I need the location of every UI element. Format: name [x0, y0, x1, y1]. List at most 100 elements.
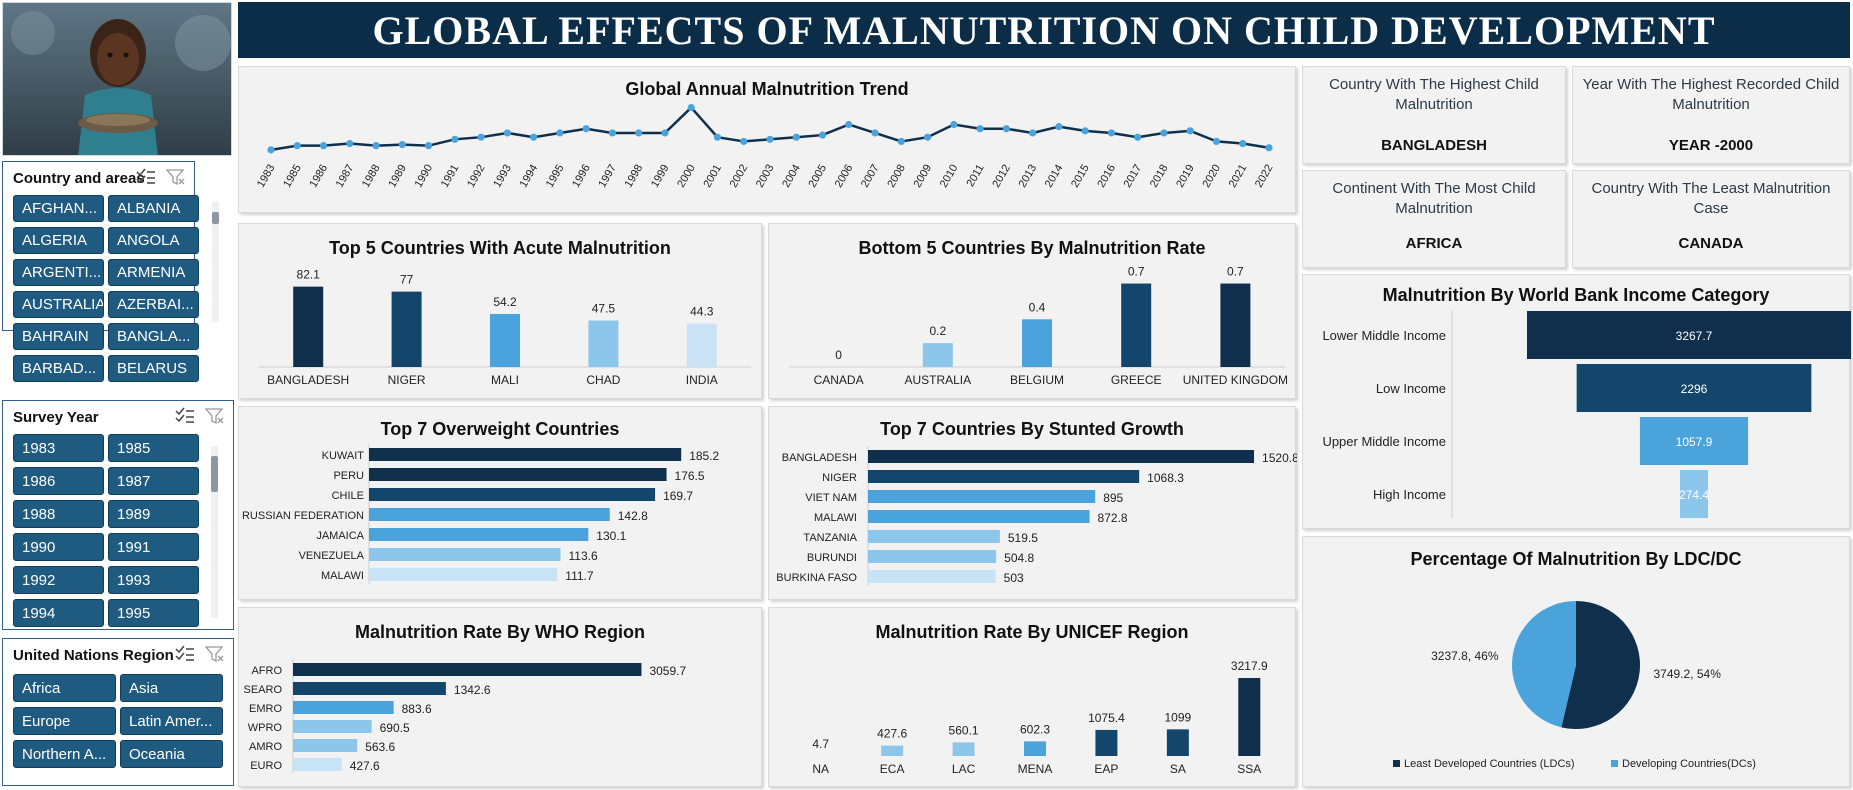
- trend-point: [687, 103, 695, 112]
- slicer-item[interactable]: AZERBAI...: [108, 291, 199, 318]
- slicer-item[interactable]: ALBANIA: [108, 195, 199, 222]
- slicer-item[interactable]: Europe: [13, 707, 116, 735]
- data-label: 47.5: [592, 302, 616, 316]
- slicer-item[interactable]: 1992: [13, 566, 104, 594]
- trend-point: [608, 129, 617, 137]
- slicer-item[interactable]: AUSTRALIA: [13, 291, 104, 318]
- overweight-title: Top 7 Overweight Countries: [380, 419, 620, 439]
- slicer-item[interactable]: 1995: [108, 599, 199, 627]
- trend-tick-label: 1989: [386, 163, 409, 190]
- slicer-item[interactable]: 1993: [108, 566, 199, 594]
- year-slicer-scroll-thumb[interactable]: [211, 456, 218, 492]
- trend-tick-label: 2022: [1253, 163, 1276, 190]
- slicer-item[interactable]: 1991: [108, 533, 199, 561]
- bar: [868, 530, 1000, 543]
- data-label: 0.4: [1029, 300, 1046, 314]
- slicer-item[interactable]: Asia: [120, 674, 223, 702]
- category-label: MALI: [491, 373, 519, 387]
- slicer-item[interactable]: ANGOLA: [108, 227, 199, 254]
- slicer-item[interactable]: 1990: [13, 533, 104, 561]
- income-title: Malnutrition By World Bank Income Catego…: [1382, 285, 1770, 305]
- slicer-item[interactable]: 1987: [108, 467, 199, 495]
- clear-filter-icon[interactable]: [205, 645, 225, 663]
- slicer-item[interactable]: ARMENIA: [108, 259, 199, 286]
- trend-point: [1029, 129, 1037, 137]
- bar: [881, 745, 904, 756]
- slicer-item[interactable]: Latin Amer...: [120, 707, 223, 735]
- data-label: 1099: [1165, 710, 1192, 724]
- who-chart: AFRO 3059.7 SEARO 1342.6 EMRO 883.6 WPRO 690.5 A…: [243, 659, 686, 773]
- trend-tick-label: 1991: [439, 163, 462, 190]
- slicer-item[interactable]: Northern A...: [13, 740, 116, 768]
- trend-tick-label: 2013: [1017, 163, 1040, 190]
- who-title: Malnutrition Rate By WHO Region: [355, 622, 645, 642]
- slicer-item[interactable]: BAHRAIN: [13, 323, 104, 350]
- slicer-item[interactable]: 1988: [13, 500, 104, 528]
- slicer-item[interactable]: 1994: [13, 599, 104, 627]
- bar: [369, 508, 610, 521]
- slicer-item[interactable]: Oceania: [120, 740, 223, 768]
- category-label: SEARO: [243, 684, 282, 696]
- category-label: VENEZUELA: [299, 550, 365, 562]
- slicer-item[interactable]: ARGENTI...: [13, 259, 104, 286]
- data-label: 1057.9: [1676, 435, 1713, 449]
- data-label: 3749.2, 54%: [1653, 667, 1721, 681]
- slicer-item[interactable]: AFGHAN...: [13, 195, 104, 222]
- income-chart: Lower Middle Income 3267.7 Low Income 2296 U…: [1322, 311, 1851, 518]
- slicer-item[interactable]: BELARUS: [108, 355, 199, 382]
- country-slicer-header: Country and areas: [3, 162, 194, 194]
- year-slicer-items: 1983 1985 1986 1987 1988 1989 1990 1991 …: [13, 434, 199, 627]
- ldc-panel: Percentage Of Malnutrition By LDC/DC 374…: [1302, 536, 1850, 787]
- country-slicer-scroll-thumb[interactable]: [212, 212, 219, 224]
- data-label: 130.1: [596, 529, 626, 543]
- trend-point: [818, 131, 827, 139]
- bar: [1220, 283, 1251, 367]
- clear-filter-icon[interactable]: [205, 407, 225, 425]
- trend-tick-label: 2005: [806, 163, 829, 190]
- trend-title: Global Annual Malnutrition Trend: [625, 79, 909, 99]
- trend-tick-label: 2021: [1227, 163, 1250, 190]
- slicer-item[interactable]: 1989: [108, 500, 199, 528]
- unicef-title: Malnutrition Rate By UNICEF Region: [875, 622, 1189, 642]
- pie-slice: [1561, 601, 1640, 729]
- kpi-value: YEAR -2000: [1668, 137, 1754, 154]
- multi-select-icon[interactable]: [175, 645, 195, 663]
- data-label: 872.8: [1098, 511, 1128, 525]
- trend-tick-label: 1993: [491, 163, 514, 190]
- clear-filter-icon[interactable]: [166, 168, 186, 186]
- category-label: NIGER: [388, 373, 426, 387]
- category-label: CHILE: [332, 490, 364, 502]
- slicer-item[interactable]: BANGLA...: [108, 323, 199, 350]
- slicer-item[interactable]: 1986: [13, 467, 104, 495]
- data-label: 77: [400, 273, 414, 287]
- category-label: EMRO: [249, 703, 282, 715]
- category-label: AUSTRALIA: [904, 373, 971, 387]
- trend-tick-label: 1985: [281, 163, 304, 190]
- kpi-value: AFRICA: [1405, 235, 1463, 252]
- bar: [369, 488, 656, 501]
- slicer-item[interactable]: ALGERIA: [13, 227, 104, 254]
- category-label: SSA: [1237, 762, 1261, 776]
- category-label: BELGIUM: [1010, 373, 1064, 387]
- category-label: EURO: [250, 760, 282, 772]
- bar: [293, 663, 642, 676]
- multi-select-icon[interactable]: [136, 168, 156, 186]
- category-label: BANGLADESH: [267, 373, 349, 387]
- bar: [490, 313, 520, 367]
- country-slicer-scrollbar[interactable]: [212, 202, 219, 322]
- trend-tick-label: 2002: [728, 162, 751, 189]
- data-label: 4.7: [812, 737, 829, 751]
- slicer-item[interactable]: BARBAD...: [13, 355, 104, 382]
- multi-select-icon[interactable]: [175, 407, 195, 425]
- slicer-item[interactable]: 1985: [108, 434, 199, 462]
- bar: [1095, 729, 1118, 756]
- data-label: 3059.7: [649, 664, 686, 678]
- bottom5-title: Bottom 5 Countries By Malnutrition Rate: [858, 238, 1206, 258]
- bar: [293, 720, 372, 733]
- slicer-item[interactable]: 1983: [13, 434, 104, 462]
- year-slicer-scrollbar[interactable]: [211, 446, 218, 618]
- bottom5-panel: Bottom 5 Countries By Malnutrition Rate …: [768, 223, 1296, 399]
- slicer-item[interactable]: Africa: [13, 674, 116, 702]
- child-photo-illustration: [3, 3, 231, 155]
- trend-point: [1055, 123, 1063, 131]
